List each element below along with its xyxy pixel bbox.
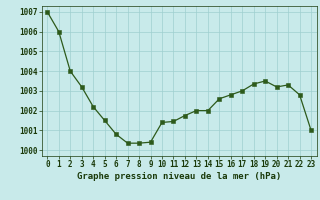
X-axis label: Graphe pression niveau de la mer (hPa): Graphe pression niveau de la mer (hPa) xyxy=(77,172,281,181)
